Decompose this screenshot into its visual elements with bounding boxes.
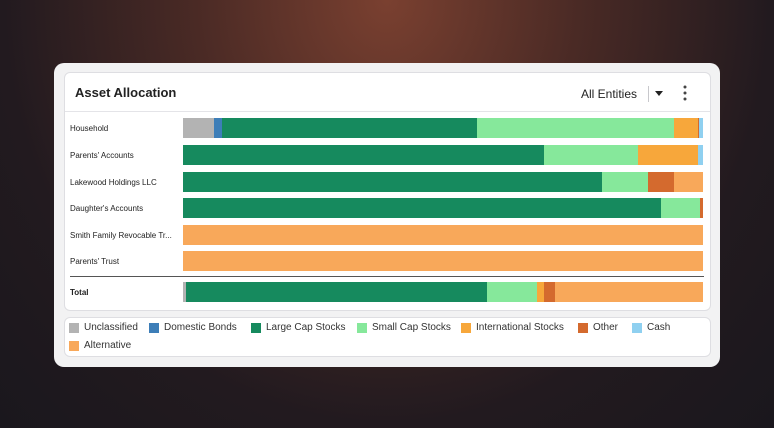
legend-label: Unclassified <box>84 322 138 333</box>
bar-segment[interactable] <box>697 145 703 165</box>
stacked-bar[interactable] <box>183 251 703 271</box>
row-label: Parents' Accounts <box>70 151 134 160</box>
row-label: Household <box>70 124 109 133</box>
swatch-other <box>578 322 588 333</box>
row-label: Parents' Trust <box>70 257 120 266</box>
legend-label: Other <box>593 322 619 333</box>
swatch-small-cap <box>357 322 367 333</box>
stacked-bar[interactable] <box>183 145 703 165</box>
panel-header: Asset Allocation All Entities <box>65 73 710 112</box>
legend-item-unclassified[interactable]: Unclassified <box>69 322 138 333</box>
bar-segment[interactable] <box>221 118 477 138</box>
bar-segment[interactable] <box>544 145 638 165</box>
swatch-unclassified <box>69 322 79 333</box>
swatch-cash <box>632 322 642 333</box>
legend-item-small-cap[interactable]: Small Cap Stocks <box>357 322 451 333</box>
legend-item-other[interactable]: Other <box>578 322 618 333</box>
stacked-bar[interactable] <box>183 172 703 192</box>
row-label: Total <box>70 288 89 297</box>
chart-legend: Unclassified Domestic Bonds Large Cap St… <box>64 317 711 357</box>
bar-segment[interactable] <box>674 118 698 138</box>
chevron-down-icon[interactable] <box>654 89 664 97</box>
row-label: Lakewood Holdings LLC <box>70 178 157 187</box>
bar-segment[interactable] <box>697 118 700 138</box>
swatch-international <box>461 322 471 333</box>
bar-segment[interactable] <box>214 118 222 138</box>
legend-item-domestic-bonds[interactable]: Domestic Bonds <box>149 322 237 333</box>
legend-label: Large Cap Stocks <box>266 322 346 333</box>
legend-item-cash[interactable]: Cash <box>632 322 670 333</box>
bar-segment[interactable] <box>674 172 703 192</box>
bar-segment[interactable] <box>637 145 698 165</box>
row-label: Smith Family Revocable Tr... <box>70 231 172 240</box>
bar-segment[interactable] <box>661 198 701 218</box>
bar-segment[interactable] <box>700 198 703 218</box>
bar-segment[interactable] <box>554 282 703 302</box>
bar-segment[interactable] <box>183 198 662 218</box>
legend-item-international[interactable]: International Stocks <box>461 322 564 333</box>
bar-segment[interactable] <box>185 282 488 302</box>
bar-segment[interactable] <box>476 118 675 138</box>
legend-label: Domestic Bonds <box>164 322 237 333</box>
bar-segment[interactable] <box>699 118 703 138</box>
stacked-bar[interactable] <box>183 225 703 245</box>
stacked-bar[interactable] <box>183 198 703 218</box>
stacked-bar[interactable] <box>183 282 703 302</box>
more-options-icon[interactable] <box>679 85 691 103</box>
bar-segment[interactable] <box>648 172 675 192</box>
bar-segment[interactable] <box>183 145 545 165</box>
entity-filter-label[interactable]: All Entities <box>581 87 638 101</box>
bar-segment[interactable] <box>183 282 186 302</box>
bar-segment[interactable] <box>536 282 545 302</box>
swatch-domestic-bonds <box>149 322 159 333</box>
legend-label: Small Cap Stocks <box>372 322 451 333</box>
stacked-bar[interactable] <box>183 118 703 138</box>
legend-item-large-cap[interactable]: Large Cap Stocks <box>251 322 346 333</box>
bar-segment[interactable] <box>601 172 649 192</box>
bar-segment[interactable] <box>544 282 555 302</box>
legend-label: Cash <box>647 322 671 333</box>
swatch-alternative <box>69 340 79 351</box>
asset-allocation-panel: Asset Allocation All Entities Household P… <box>64 72 711 311</box>
bar-segment[interactable] <box>183 251 703 271</box>
row-label: Daughter's Accounts <box>70 204 144 213</box>
bar-segment[interactable] <box>183 225 703 245</box>
widget-title: Asset Allocation <box>75 85 177 100</box>
legend-label: International Stocks <box>476 322 564 333</box>
legend-label: Alternative <box>84 340 132 351</box>
legend-item-alternative[interactable]: Alternative <box>69 340 131 351</box>
filter-divider <box>648 86 649 102</box>
total-divider <box>70 276 704 277</box>
bar-segment[interactable] <box>487 282 537 302</box>
bar-segment[interactable] <box>183 172 602 192</box>
asset-allocation-card: Asset Allocation All Entities Household P… <box>54 63 720 367</box>
swatch-large-cap <box>251 322 261 333</box>
bar-segment[interactable] <box>183 118 215 138</box>
